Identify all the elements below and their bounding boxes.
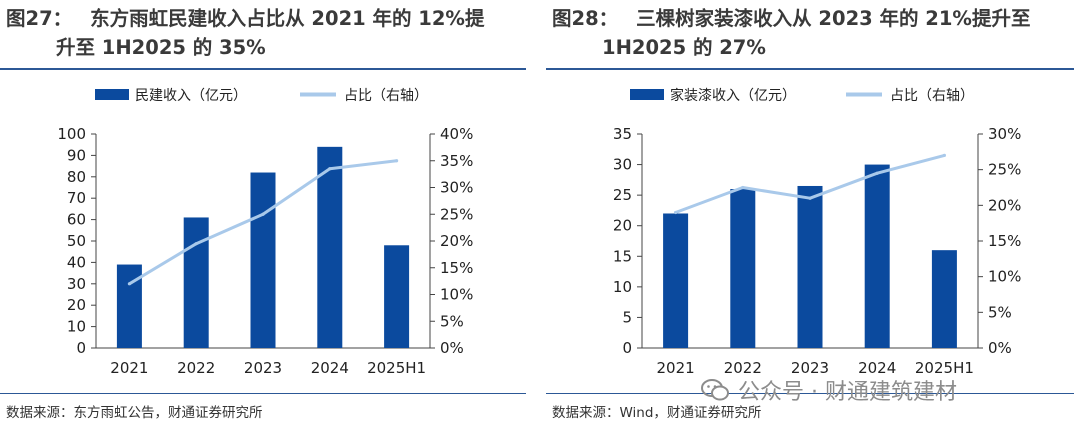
x-tick-label: 2021 bbox=[657, 359, 695, 377]
figure-title-line1: 东方雨虹民建收入占比从 2021 年的 12%提 bbox=[90, 7, 485, 30]
watermark-text: 公众号 · 财通建筑建材 bbox=[738, 380, 957, 405]
title-divider bbox=[546, 68, 1074, 70]
legend-line-label: 占比（右轴） bbox=[344, 88, 428, 104]
watermark: 公众号 · 财通建筑建材 bbox=[700, 376, 957, 405]
line-point bbox=[808, 196, 812, 200]
left-tick-label: 100 bbox=[57, 125, 86, 143]
right-tick-label: 5% bbox=[440, 312, 464, 330]
line-point bbox=[261, 212, 265, 216]
line-point bbox=[741, 185, 745, 190]
bar bbox=[317, 146, 343, 348]
figure-title-line1: 三棵树家装漆收入从 2023 年的 21%提升至 bbox=[636, 7, 1031, 30]
right-tick-label: 20% bbox=[988, 196, 1021, 214]
combo-chart: 家装漆收入（亿元） 占比（右轴） 0 5 10 15 20 25 30 35 0% 5% 10% 15% 2… bbox=[613, 87, 1021, 377]
right-tick-label: 25% bbox=[988, 161, 1021, 179]
left-tick-label: 0 bbox=[76, 339, 86, 357]
source-divider bbox=[0, 393, 526, 394]
source-note: 数据来源：Wind，财通证券研究所 bbox=[552, 405, 762, 421]
bar bbox=[797, 185, 823, 348]
left-tick-label: 25 bbox=[613, 186, 632, 204]
legend-bar-label: 家装漆收入（亿元） bbox=[670, 87, 796, 104]
left-tick-label: 30 bbox=[67, 275, 86, 293]
left-tick-label: 35 bbox=[613, 125, 632, 143]
left-tick-label: 5 bbox=[622, 308, 632, 326]
wechat-icon bbox=[701, 379, 729, 401]
figure-title: 图28： 三棵树家装漆收入从 2023 年的 21%提升至 1H2025 的 27… bbox=[552, 4, 1072, 62]
x-tick-label: 2022 bbox=[724, 359, 762, 377]
x-tick-label: 2024 bbox=[858, 359, 896, 377]
bar bbox=[183, 217, 209, 348]
left-tick-label: 60 bbox=[67, 211, 86, 229]
source-note: 数据来源：东方雨虹公告，财通证券研究所 bbox=[6, 405, 263, 421]
left-tick-label: 10 bbox=[613, 278, 632, 296]
right-tick-label: 15% bbox=[988, 232, 1021, 250]
left-tick-label: 90 bbox=[67, 146, 86, 164]
bar bbox=[384, 245, 410, 348]
bar bbox=[864, 164, 890, 348]
figure-title-line2: 1H2025 的 27% bbox=[602, 36, 766, 59]
x-tick-label: 2023 bbox=[791, 359, 829, 377]
chart-panel-right: 图28： 三棵树家装漆收入从 2023 年的 21%提升至 1H2025 的 27… bbox=[546, 0, 1080, 435]
figure-number: 图27： bbox=[6, 7, 73, 30]
line-point bbox=[942, 153, 946, 157]
right-tick-label: 30% bbox=[988, 125, 1021, 143]
left-tick-label: 10 bbox=[67, 318, 86, 336]
line-point bbox=[674, 210, 678, 215]
figure-title: 图27： 东方雨虹民建收入占比从 2021 年的 12%提 升至 1H2025 的… bbox=[6, 4, 526, 62]
chart-panel-left: 图27： 东方雨虹民建收入占比从 2021 年的 12%提 升至 1H2025 的… bbox=[0, 0, 532, 435]
right-tick-label: 5% bbox=[988, 303, 1012, 321]
right-tick-label: 30% bbox=[440, 179, 473, 197]
legend-bar-swatch bbox=[95, 89, 129, 100]
left-tick-label: 30 bbox=[613, 156, 632, 174]
x-tick-label: 2024 bbox=[311, 359, 349, 377]
legend-bar-swatch bbox=[630, 89, 664, 100]
right-tick-label: 0% bbox=[440, 339, 464, 357]
combo-chart: 民建收入（亿元） 占比（右轴） 0 10 20 30 40 50 60 70 80 90 100 0% 5%… bbox=[57, 88, 473, 377]
right-tick-label: 10% bbox=[988, 268, 1021, 286]
line-point bbox=[127, 282, 131, 286]
figure-number: 图28： bbox=[552, 7, 619, 30]
right-tick-label: 10% bbox=[440, 286, 473, 304]
line-point bbox=[875, 171, 879, 175]
x-tick-label: 2021 bbox=[110, 359, 148, 377]
line-point bbox=[194, 242, 198, 246]
bar bbox=[663, 213, 689, 348]
bar bbox=[931, 250, 957, 348]
left-tick-label: 15 bbox=[613, 247, 632, 265]
left-tick-label: 0 bbox=[622, 339, 632, 357]
legend-line-label: 占比（右轴） bbox=[890, 88, 974, 104]
right-tick-label: 25% bbox=[440, 205, 473, 223]
left-tick-label: 20 bbox=[67, 296, 86, 314]
bar bbox=[730, 189, 756, 348]
right-tick-label: 40% bbox=[440, 125, 473, 143]
left-tick-label: 40 bbox=[67, 253, 86, 271]
right-tick-label: 0% bbox=[988, 339, 1012, 357]
left-tick-label: 70 bbox=[67, 189, 86, 207]
x-tick-label: 2025H1 bbox=[915, 359, 974, 377]
figure-title-line2: 升至 1H2025 的 35% bbox=[56, 36, 266, 59]
right-tick-label: 35% bbox=[440, 152, 473, 170]
bar bbox=[250, 172, 276, 348]
right-tick-label: 20% bbox=[440, 232, 473, 250]
x-tick-label: 2023 bbox=[244, 359, 282, 377]
line-point bbox=[328, 167, 332, 171]
left-tick-label: 50 bbox=[67, 232, 86, 250]
left-tick-label: 20 bbox=[613, 217, 632, 235]
legend-bar-label: 民建收入（亿元） bbox=[135, 88, 247, 104]
left-tick-label: 80 bbox=[67, 168, 86, 186]
source-divider bbox=[546, 393, 1074, 394]
title-divider bbox=[0, 68, 526, 70]
right-tick-label: 15% bbox=[440, 259, 473, 277]
x-tick-label: 2022 bbox=[177, 359, 215, 377]
line-point bbox=[395, 159, 399, 163]
x-tick-label: 2025H1 bbox=[367, 359, 426, 377]
